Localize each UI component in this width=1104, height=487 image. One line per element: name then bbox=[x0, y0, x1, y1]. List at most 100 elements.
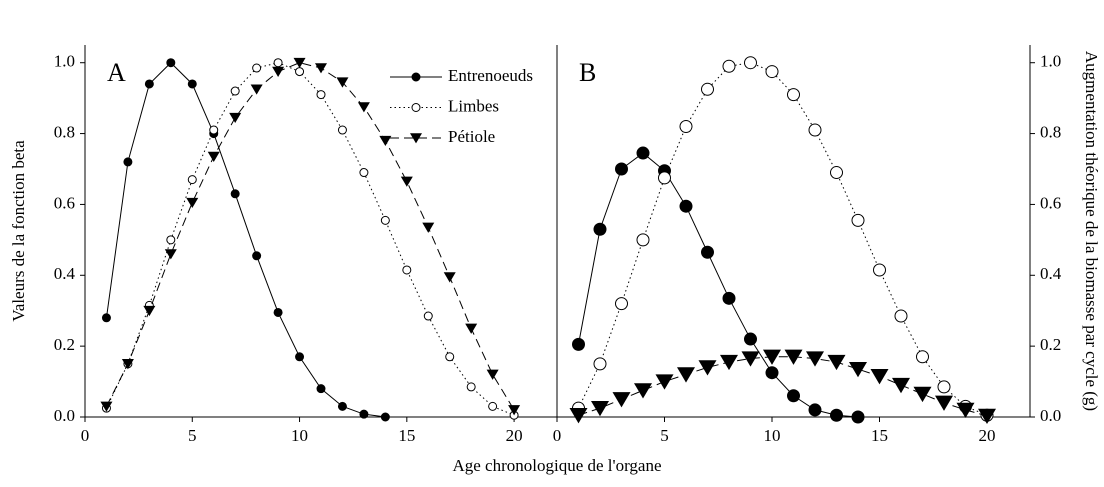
y-tick-label: 1.0 bbox=[54, 52, 75, 71]
data-point bbox=[445, 352, 455, 362]
data-point bbox=[465, 323, 478, 334]
y-axis-label: Valeurs de la fonction beta bbox=[9, 140, 28, 322]
data-point bbox=[722, 291, 736, 305]
data-point bbox=[144, 79, 154, 89]
y-tick-label: 0.2 bbox=[54, 335, 75, 354]
data-point bbox=[572, 337, 585, 351]
data-point bbox=[615, 297, 628, 311]
data-point bbox=[612, 392, 631, 408]
data-point bbox=[166, 235, 176, 245]
data-point bbox=[379, 135, 392, 147]
y-tick-label: 0.8 bbox=[1040, 122, 1061, 141]
data-point bbox=[593, 222, 607, 236]
data-point bbox=[293, 57, 306, 69]
x-tick-label: 0 bbox=[81, 426, 90, 445]
data-point bbox=[808, 403, 822, 417]
data-point bbox=[443, 272, 456, 283]
data-point bbox=[186, 197, 199, 209]
panel-label: A bbox=[107, 58, 126, 87]
data-point bbox=[827, 354, 846, 371]
data-point bbox=[935, 395, 953, 411]
data-point bbox=[315, 63, 327, 74]
data-point bbox=[488, 401, 498, 411]
series-line bbox=[106, 62, 515, 411]
data-point bbox=[295, 352, 305, 362]
data-point bbox=[744, 56, 757, 70]
data-point bbox=[658, 171, 671, 185]
y-tick-label: 1.0 bbox=[1040, 52, 1061, 71]
data-point bbox=[916, 350, 929, 364]
data-point bbox=[784, 349, 803, 365]
data-point bbox=[207, 151, 220, 162]
data-point bbox=[121, 359, 134, 370]
y-tick-label: 0.6 bbox=[1040, 193, 1061, 212]
data-point bbox=[636, 146, 650, 160]
data-point bbox=[787, 389, 800, 403]
data-point bbox=[849, 361, 867, 378]
data-point bbox=[701, 82, 714, 96]
data-point bbox=[187, 175, 197, 185]
legend-marker bbox=[411, 72, 421, 82]
x-tick-label: 10 bbox=[291, 426, 308, 445]
data-point bbox=[337, 401, 347, 411]
data-point bbox=[316, 384, 326, 394]
y-tick-label: 0.0 bbox=[54, 406, 75, 425]
data-point bbox=[466, 382, 476, 392]
data-point bbox=[423, 311, 433, 321]
y-axis-label: Augmentation théorique de la biomasse pa… bbox=[1082, 51, 1101, 411]
data-point bbox=[230, 189, 240, 199]
data-point bbox=[337, 125, 347, 135]
data-point bbox=[701, 245, 714, 259]
data-point bbox=[913, 386, 932, 403]
data-point bbox=[956, 402, 975, 419]
data-point bbox=[400, 176, 413, 187]
data-point bbox=[806, 351, 824, 367]
data-point bbox=[937, 380, 951, 394]
data-point bbox=[359, 409, 369, 419]
data-point bbox=[273, 58, 283, 68]
legend-marker bbox=[410, 133, 422, 144]
y-tick-label: 0.4 bbox=[1040, 264, 1062, 283]
data-point bbox=[422, 222, 435, 233]
data-point bbox=[763, 349, 781, 365]
series-line bbox=[105, 62, 386, 418]
data-point bbox=[677, 367, 695, 383]
data-point bbox=[166, 58, 176, 68]
y-tick-label: 0.0 bbox=[1040, 406, 1061, 425]
data-point bbox=[870, 369, 889, 385]
data-point bbox=[380, 215, 390, 225]
data-point bbox=[209, 125, 219, 135]
legend-label: Entrenoeuds bbox=[448, 66, 533, 85]
data-point bbox=[978, 408, 996, 425]
x-tick-label: 5 bbox=[660, 426, 669, 445]
data-point bbox=[722, 59, 736, 73]
data-point bbox=[336, 77, 349, 88]
data-point bbox=[164, 249, 177, 260]
x-tick-label: 0 bbox=[553, 426, 562, 445]
data-point bbox=[679, 199, 693, 213]
data-point bbox=[830, 408, 843, 422]
data-point bbox=[316, 90, 326, 100]
data-point bbox=[250, 84, 263, 95]
data-point bbox=[851, 410, 865, 424]
data-point bbox=[894, 309, 908, 323]
x-tick-label: 5 bbox=[188, 426, 197, 445]
data-point bbox=[636, 233, 650, 247]
data-point bbox=[808, 123, 822, 137]
data-point bbox=[615, 162, 628, 176]
data-point bbox=[273, 307, 283, 317]
data-point bbox=[569, 408, 588, 424]
series-line bbox=[578, 152, 859, 418]
x-tick-label: 10 bbox=[764, 426, 781, 445]
data-point bbox=[698, 360, 717, 376]
x-tick-label: 15 bbox=[398, 426, 415, 445]
data-point bbox=[679, 119, 693, 133]
data-point bbox=[187, 79, 197, 89]
data-point bbox=[655, 374, 674, 390]
data-point bbox=[230, 86, 240, 96]
data-point bbox=[508, 405, 521, 416]
data-point bbox=[252, 63, 262, 73]
x-axis-label: Age chronologique de l'organe bbox=[452, 456, 661, 475]
data-point bbox=[359, 168, 369, 178]
data-point bbox=[252, 251, 262, 261]
